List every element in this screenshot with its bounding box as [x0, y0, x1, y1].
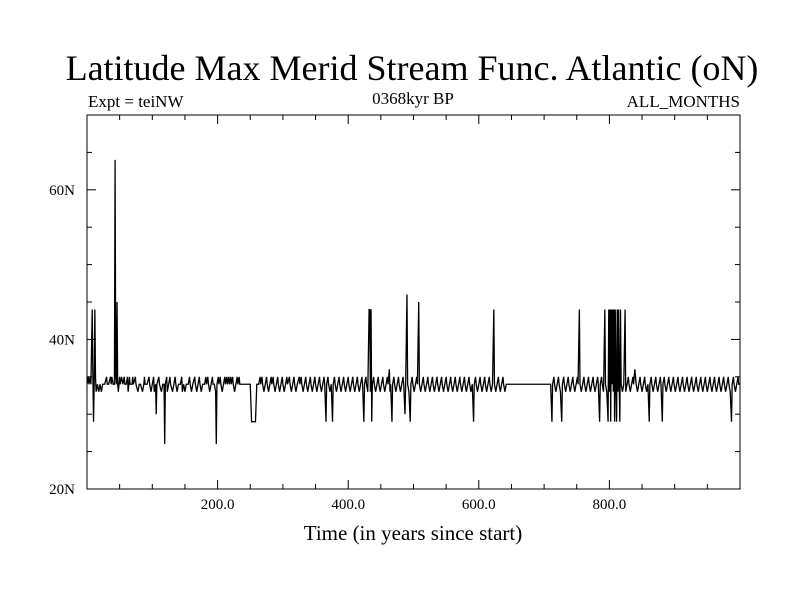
- x-tick-label: 600.0: [462, 497, 496, 513]
- plot-area: 200.0 400.0 600.0 800.0 20N 40N 60N: [49, 114, 741, 513]
- period-label: 0368kyr BP: [372, 89, 454, 108]
- x-tick-label: 200.0: [201, 497, 235, 513]
- x-axis-ticks: 200.0 400.0 600.0 800.0: [201, 497, 627, 513]
- y-tick-label: 40N: [49, 332, 75, 348]
- months-label: ALL_MONTHS: [627, 92, 740, 111]
- experiment-label: Expt = teiNW: [88, 92, 184, 111]
- y-axis-ticks: 20N 40N 60N: [49, 183, 75, 498]
- series-line: [86, 159, 740, 445]
- plot-frame: [86, 114, 741, 490]
- minor-ticks: [87, 115, 740, 489]
- x-tick-label: 400.0: [331, 497, 365, 513]
- x-tick-label: 800.0: [593, 497, 627, 513]
- chart-title: Latitude Max Merid Stream Func. Atlantic…: [66, 48, 759, 88]
- x-axis-label: Time (in years since start): [304, 521, 523, 545]
- y-tick-label: 20N: [49, 482, 75, 498]
- y-tick-label: 60N: [49, 183, 75, 199]
